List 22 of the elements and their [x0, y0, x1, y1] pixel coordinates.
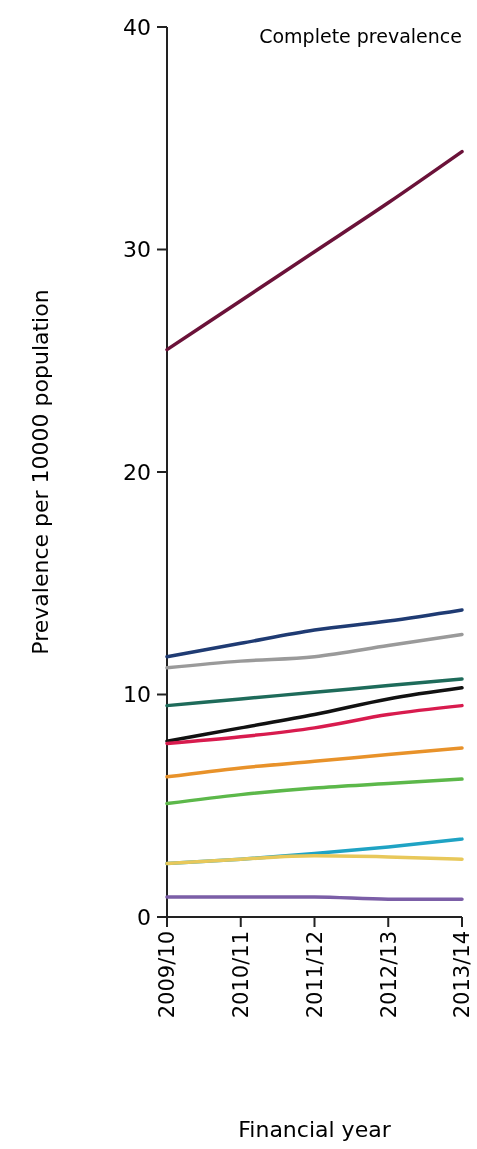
- line-series: [165, 686, 464, 743]
- x-tick-label: 2012/13: [376, 931, 401, 1019]
- y-tick-label: 30: [123, 237, 151, 263]
- x-axis-title: Financial year: [238, 1117, 392, 1142]
- line-series: [165, 777, 464, 806]
- line-series: [165, 632, 464, 670]
- x-tick-label: 2013/14: [450, 931, 475, 1019]
- line-series: [165, 677, 464, 708]
- line-series: [165, 854, 464, 866]
- y-tick-label: 0: [137, 904, 151, 930]
- line-series: [165, 746, 464, 779]
- line-series: [165, 149, 464, 352]
- y-tick-label: 10: [123, 682, 151, 708]
- chart-title: Complete prevalence: [259, 25, 462, 47]
- y-axis-title: Prevalence per 10000 population: [28, 289, 53, 655]
- y-tick-label: 40: [123, 14, 151, 40]
- line-series: [165, 703, 464, 746]
- x-tick-label: 2011/12: [302, 931, 327, 1019]
- x-tick-label: 2009/10: [155, 931, 180, 1019]
- y-tick-label: 20: [123, 459, 151, 485]
- line-series: [165, 608, 464, 659]
- x-tick-label: 2010/11: [229, 931, 254, 1019]
